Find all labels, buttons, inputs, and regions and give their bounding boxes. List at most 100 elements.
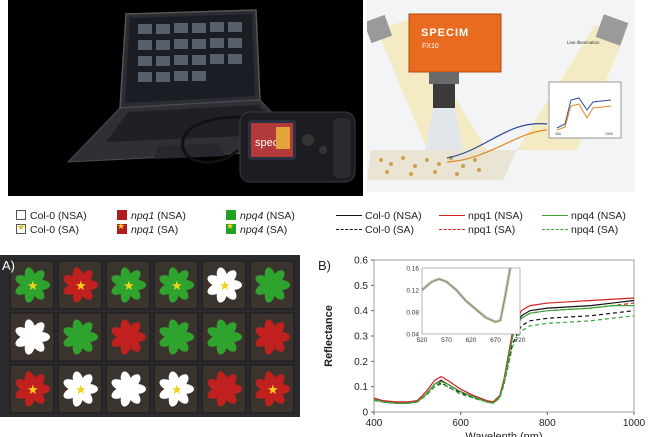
star-icon: ★ bbox=[27, 382, 39, 397]
rosette-center bbox=[123, 384, 133, 394]
star-icon: ★ bbox=[219, 278, 231, 293]
plant-rosette bbox=[63, 319, 98, 355]
rosette-center bbox=[219, 332, 229, 342]
camera-brand-label: SPECIM bbox=[421, 27, 469, 39]
star-icon: ★ bbox=[27, 278, 39, 293]
green-star-icon: ★ bbox=[226, 221, 236, 234]
laptop-camera-photo: specim bbox=[8, 0, 363, 196]
x-tick-label: 600 bbox=[452, 418, 469, 429]
white-square-icon bbox=[16, 210, 26, 220]
genotype-legend: Col-0 (NSA) ★ Col-0 (SA) npq1 (NSA) ★ npq1… bbox=[16, 210, 316, 240]
dashed-line-swatch bbox=[336, 229, 362, 230]
rosette-center bbox=[27, 280, 37, 290]
green-square-icon bbox=[226, 210, 236, 220]
series-line bbox=[373, 297, 635, 403]
y-tick-label: 0.6 bbox=[354, 256, 368, 267]
rosette-center bbox=[267, 332, 277, 342]
plant-rosette bbox=[159, 319, 194, 355]
legend-label: npq4 (NSA) bbox=[571, 210, 626, 222]
y-tick-label: 0.4 bbox=[354, 306, 368, 317]
line-legend-col0-sa: Col-0 (SA) bbox=[336, 224, 414, 236]
plant-rosette bbox=[255, 371, 290, 407]
plant-rosette bbox=[207, 319, 242, 355]
inset-x-tick-label: 620 bbox=[466, 337, 477, 344]
inset-y-tick-label: 0.08 bbox=[406, 310, 419, 317]
rosette-center bbox=[27, 384, 37, 394]
plant-rosette bbox=[15, 319, 50, 355]
plant-rosette bbox=[15, 267, 50, 303]
legend-item-npq1-sa: ★ npq1 (SA) bbox=[117, 221, 179, 236]
line-legend: Col-0 (NSA) Col-0 (SA) npq1 (NSA) npq1 (… bbox=[336, 210, 646, 240]
white-star-icon: ★ bbox=[16, 222, 26, 234]
inset-tick-400: 400 bbox=[555, 132, 561, 136]
legend-label: Col-0 (SA) bbox=[30, 224, 80, 236]
star-icon: ★ bbox=[123, 278, 135, 293]
solid-line-swatch bbox=[542, 215, 568, 216]
inset-tick-1000: 1000 bbox=[605, 132, 613, 136]
inset-x-tick-label: 570 bbox=[441, 337, 452, 344]
y-tick-label: 0.1 bbox=[354, 382, 368, 393]
legend-label: Col-0 (NSA) bbox=[30, 210, 87, 222]
rosette-center bbox=[219, 280, 229, 290]
inset-y-tick-label: 0.12 bbox=[406, 288, 419, 295]
plant-rosette bbox=[207, 371, 242, 407]
plant-rosette bbox=[159, 371, 194, 407]
line-legend-npq4-sa: npq4 (SA) bbox=[542, 224, 618, 236]
rosette-center bbox=[75, 332, 85, 342]
plant-rosette bbox=[111, 319, 146, 355]
rosette-center bbox=[219, 384, 229, 394]
legend-label: Col-0 (SA) bbox=[365, 224, 415, 236]
legend-label-tail: (SA) bbox=[154, 224, 179, 236]
star-icon: ★ bbox=[75, 278, 87, 293]
plant-rosette bbox=[63, 371, 98, 407]
inset-line bbox=[421, 267, 511, 323]
specim-setup-diagram: SPECIM FX10 Line Illumination 400 1000 bbox=[367, 0, 635, 192]
legend-label: Col-0 (NSA) bbox=[365, 210, 422, 222]
inset-y-tick-label: 0.16 bbox=[406, 266, 419, 273]
rosette-center bbox=[267, 280, 277, 290]
rosette-center bbox=[171, 332, 181, 342]
plant-rosette bbox=[255, 319, 290, 355]
plant-rosette bbox=[255, 267, 290, 303]
inset-x-tick-label: 670 bbox=[490, 337, 501, 344]
panel-a-label: A) bbox=[2, 258, 15, 273]
legend-label-italic: npq4 bbox=[240, 224, 264, 236]
specim-setup-illustration: SPECIM FX10 Line Illumination 400 1000 bbox=[367, 13, 629, 180]
rosette-center bbox=[123, 332, 133, 342]
x-axis-label: Wavelenth (nm) bbox=[465, 431, 542, 437]
inset-y-tick-label: 0.04 bbox=[406, 332, 419, 339]
legend-label-italic: npq4 bbox=[240, 210, 264, 222]
legend-item-npq1-nsa: npq1 (NSA) bbox=[117, 210, 186, 222]
x-tick-label: 1000 bbox=[623, 418, 646, 429]
legend-label: npq1 (SA) bbox=[468, 224, 516, 236]
legend-label-tail: (NSA) bbox=[154, 210, 186, 222]
series-line bbox=[373, 315, 635, 404]
plant-rosette bbox=[111, 371, 146, 407]
star-icon: ★ bbox=[171, 382, 183, 397]
reflectance-chart: 0 0.1 0.2 0.3 0.4 0.5 0.6 400 600 800 1000 Reflecta… bbox=[323, 256, 646, 437]
rosette-center bbox=[171, 280, 181, 290]
x-tick-label: 800 bbox=[539, 418, 556, 429]
solid-line-swatch bbox=[439, 215, 465, 216]
legend-label-italic: npq1 bbox=[131, 224, 155, 236]
legend-label-tail: (SA) bbox=[263, 224, 288, 236]
legend-label-italic: npq1 bbox=[131, 210, 155, 222]
rosette-center bbox=[267, 384, 277, 394]
inset-x-tick-label: 720 bbox=[515, 337, 526, 344]
legend-label-tail: (NSA) bbox=[263, 210, 295, 222]
y-tick-label: 0.3 bbox=[354, 332, 368, 343]
y-axis-label: Reflectance bbox=[323, 305, 335, 367]
rosette-center bbox=[75, 280, 85, 290]
rosette-center bbox=[171, 384, 181, 394]
red-star-icon: ★ bbox=[117, 221, 127, 234]
line-legend-npq1-nsa: npq1 (NSA) bbox=[439, 210, 523, 222]
y-tick-label: 0 bbox=[362, 408, 368, 419]
legend-item-col0-nsa: Col-0 (NSA) bbox=[16, 210, 87, 222]
rosette-center bbox=[27, 332, 37, 342]
dashed-line-swatch bbox=[542, 229, 568, 230]
star-icon: ★ bbox=[75, 382, 87, 397]
panel-b-label: B) bbox=[318, 258, 331, 273]
rosette-center bbox=[123, 280, 133, 290]
plant-rosette bbox=[111, 267, 146, 303]
plant-rosette bbox=[15, 371, 50, 407]
